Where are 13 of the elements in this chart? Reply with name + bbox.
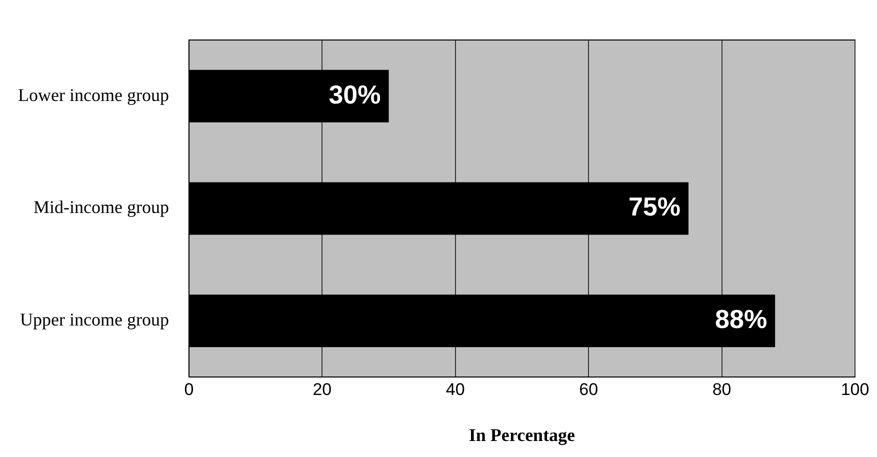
x-tick-label: 20 bbox=[312, 380, 332, 399]
x-tick-label: 40 bbox=[446, 380, 465, 399]
x-axis-title: In Percentage bbox=[468, 424, 576, 445]
y-tick-label: Mid-income group bbox=[33, 197, 169, 218]
x-tick-label: 80 bbox=[712, 380, 732, 399]
data-label: 88% bbox=[715, 304, 768, 334]
data-label: 30% bbox=[328, 79, 381, 110]
y-tick-label: Upper income group bbox=[20, 310, 169, 330]
data-label: 75% bbox=[628, 192, 680, 222]
x-tick-label: 60 bbox=[579, 380, 598, 399]
x-tick-label: 100 bbox=[840, 380, 870, 399]
x-tick-label: 0 bbox=[184, 380, 194, 399]
y-tick-label: Lower income group bbox=[18, 84, 169, 105]
